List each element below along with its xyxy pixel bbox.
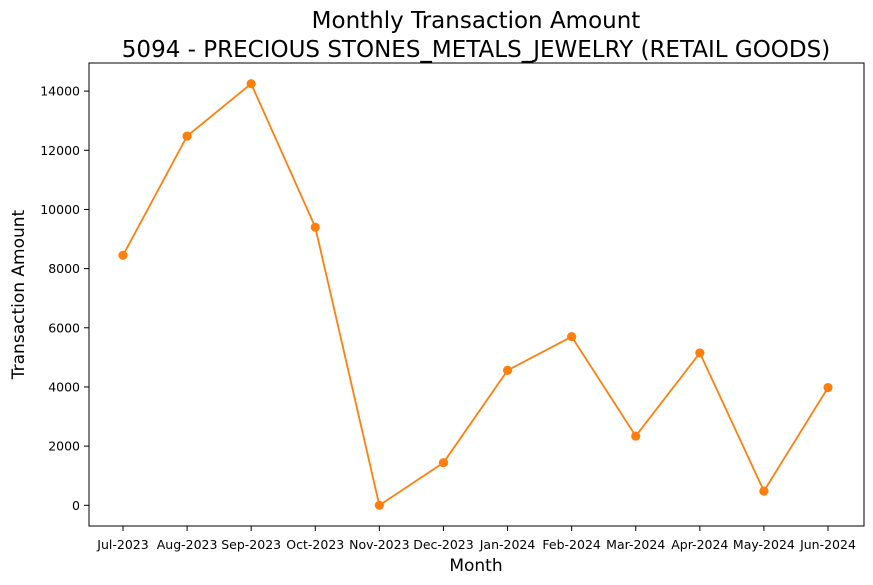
- y-tick-label: 14000: [40, 84, 80, 99]
- data-point: [438, 458, 449, 468]
- x-tick-label: Sep-2023: [221, 537, 281, 552]
- series-line: [122, 82, 829, 507]
- data-point: [631, 431, 641, 441]
- x-axis-label: Month: [449, 556, 502, 576]
- x-tick-label: Mar-2024: [606, 537, 665, 552]
- data-point: [374, 500, 384, 510]
- y-tick-label: 4000: [48, 379, 80, 394]
- data-point: [823, 382, 833, 393]
- x-axis: Jul-2023 Aug-2023 Sep-2023 Oct-2023 Nov-2023…: [96, 526, 856, 552]
- x-tick-label: Aug-2023: [157, 537, 218, 552]
- x-tick-label: Feb-2024: [542, 537, 601, 552]
- y-tick-label: 8000: [48, 261, 80, 276]
- plot-area: [88, 62, 865, 527]
- y-axis: 0 2000 4000 6000 8000 10000 12000 14000: [40, 84, 89, 513]
- x-tick-label: Dec-2023: [413, 537, 474, 552]
- data-point: [310, 222, 320, 232]
- chart-subtitle: 5094 - PRECIOUS STONES_METALS_JEWELRY (R…: [122, 37, 830, 63]
- data-point: [695, 348, 705, 358]
- data-point: [567, 332, 577, 342]
- x-tick-label: Apr-2024: [671, 537, 728, 552]
- chart-title: Monthly Transaction Amount: [312, 8, 641, 34]
- series-points: [118, 79, 833, 510]
- x-tick-label: Oct-2023: [286, 537, 344, 552]
- x-tick-label: Jan-2024: [479, 537, 536, 552]
- y-tick-label: 0: [72, 498, 80, 513]
- data-point: [246, 79, 256, 89]
- data-point: [118, 250, 128, 260]
- y-tick-label: 6000: [48, 320, 80, 335]
- y-axis-label: Transaction Amount: [9, 209, 29, 380]
- data-point: [759, 486, 769, 496]
- x-tick-label: Nov-2023: [349, 537, 409, 552]
- x-tick-label: Jul-2023: [96, 537, 148, 552]
- data-point: [502, 365, 513, 375]
- y-tick-label: 2000: [48, 439, 80, 454]
- x-tick-label: Jun-2024: [799, 537, 856, 552]
- y-tick-label: 10000: [40, 202, 80, 217]
- data-point: [182, 131, 192, 141]
- x-tick-label: May-2024: [733, 537, 795, 552]
- y-tick-label: 12000: [40, 143, 80, 158]
